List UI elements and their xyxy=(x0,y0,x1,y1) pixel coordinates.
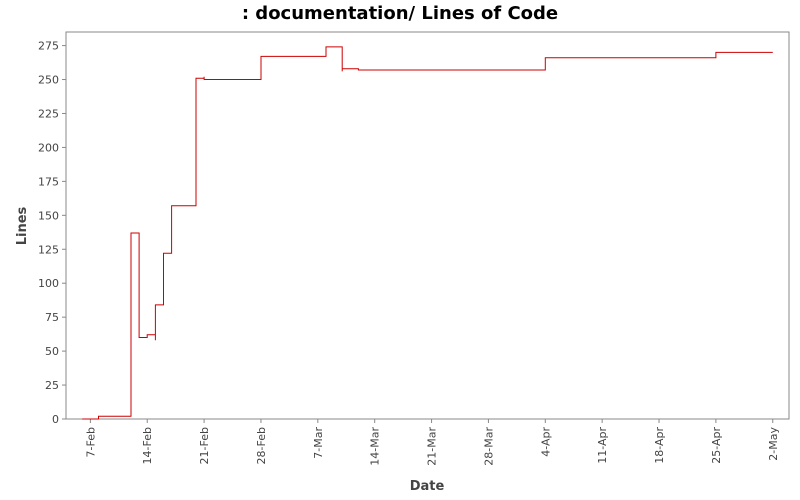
y-tick-label: 175 xyxy=(38,175,59,188)
chart-title: : documentation/ Lines of Code xyxy=(241,3,559,24)
x-axis-label: Date xyxy=(410,479,445,494)
x-tick-label: 14-Feb xyxy=(141,427,154,464)
x-tick-label: 21-Feb xyxy=(198,427,211,464)
y-tick-label: 25 xyxy=(45,379,59,392)
y-tick-label: 50 xyxy=(45,345,59,358)
x-tick-label: 7-Mar xyxy=(312,427,325,459)
x-tick-label: 28-Mar xyxy=(482,427,495,466)
y-tick-label: 125 xyxy=(38,243,59,256)
x-tick-label: 14-Mar xyxy=(369,427,382,466)
x-tick-label: 2-May xyxy=(767,427,780,461)
y-axis: 0 25 50 75 100 125 150 175 200 225 250 275 xyxy=(38,40,66,426)
x-tick-label: 25-Apr xyxy=(710,427,723,464)
x-axis: 7-Feb 14-Feb 21-Feb 28-Feb 7-Mar 14-Mar 21-Mar… xyxy=(84,419,780,466)
y-tick-label: 275 xyxy=(38,40,59,53)
x-tick-label: 28-Feb xyxy=(255,427,268,464)
series-line xyxy=(82,46,773,420)
x-tick-label: 4-Apr xyxy=(539,427,552,457)
y-axis-label: Lines xyxy=(15,206,30,245)
plot-area xyxy=(65,31,790,420)
x-tick-label: 21-Mar xyxy=(426,427,439,466)
y-tick-label: 0 xyxy=(52,413,59,426)
x-tick-label: 11-Apr xyxy=(596,427,609,464)
y-tick-label: 250 xyxy=(38,74,59,87)
y-tick-label: 75 xyxy=(45,311,59,324)
x-tick-label: 7-Feb xyxy=(84,427,97,457)
y-tick-label: 150 xyxy=(38,209,59,222)
y-tick-label: 200 xyxy=(38,141,59,154)
y-tick-label: 100 xyxy=(38,277,59,290)
y-tick-label: 225 xyxy=(38,107,59,120)
x-tick-label: 18-Apr xyxy=(653,427,666,464)
series-group xyxy=(82,46,773,420)
